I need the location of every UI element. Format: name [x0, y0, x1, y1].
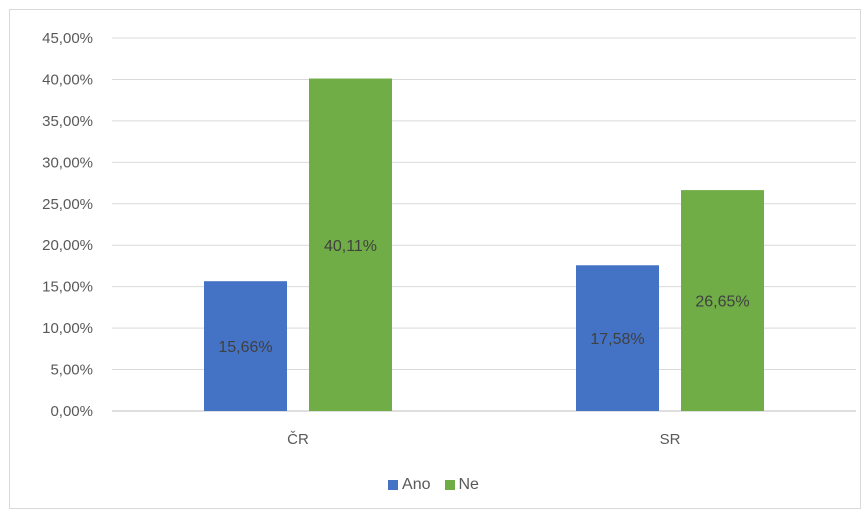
legend-label-ne: Ne [458, 476, 479, 493]
y-tick-label: 10,00% [42, 320, 93, 337]
y-tick-label: 5,00% [50, 362, 93, 379]
y-tick-label: 45,00% [42, 30, 93, 47]
x-tick-label: SR [660, 431, 681, 448]
legend-swatch-ne [444, 480, 455, 490]
y-axis-ticks: 0,00% 5,00% 10,00% 15,00% 20,00% 25,00% 30,00%… [42, 30, 93, 420]
legend-label-ano: Ano [402, 476, 431, 493]
legend-item-ne: Ne [444, 476, 479, 494]
bar [681, 190, 764, 411]
y-tick-label: 40,00% [42, 71, 93, 88]
data-labels: 15,66% 40,11% 17,58% 26,65% [218, 238, 749, 356]
bar [309, 78, 392, 412]
y-tick-label: 25,00% [42, 196, 93, 213]
x-tick-label: ČR [287, 431, 309, 448]
data-label: 15,66% [218, 339, 272, 356]
bar [576, 265, 659, 411]
data-label: 26,65% [695, 294, 749, 311]
bars [204, 78, 764, 412]
bar [204, 281, 287, 411]
data-label: 40,11% [324, 238, 377, 255]
x-axis-ticks: ČR SR [287, 431, 680, 448]
y-tick-label: 15,00% [42, 279, 93, 296]
legend: Ano Ne [0, 476, 867, 494]
y-tick-label: 35,00% [42, 113, 93, 130]
y-tick-label: 20,00% [42, 237, 93, 254]
y-tick-label: 30,00% [42, 154, 93, 171]
data-label: 17,58% [590, 331, 644, 348]
legend-swatch-ano [388, 480, 399, 490]
legend-item-ano: Ano [388, 476, 431, 494]
y-tick-label: 0,00% [50, 403, 93, 420]
